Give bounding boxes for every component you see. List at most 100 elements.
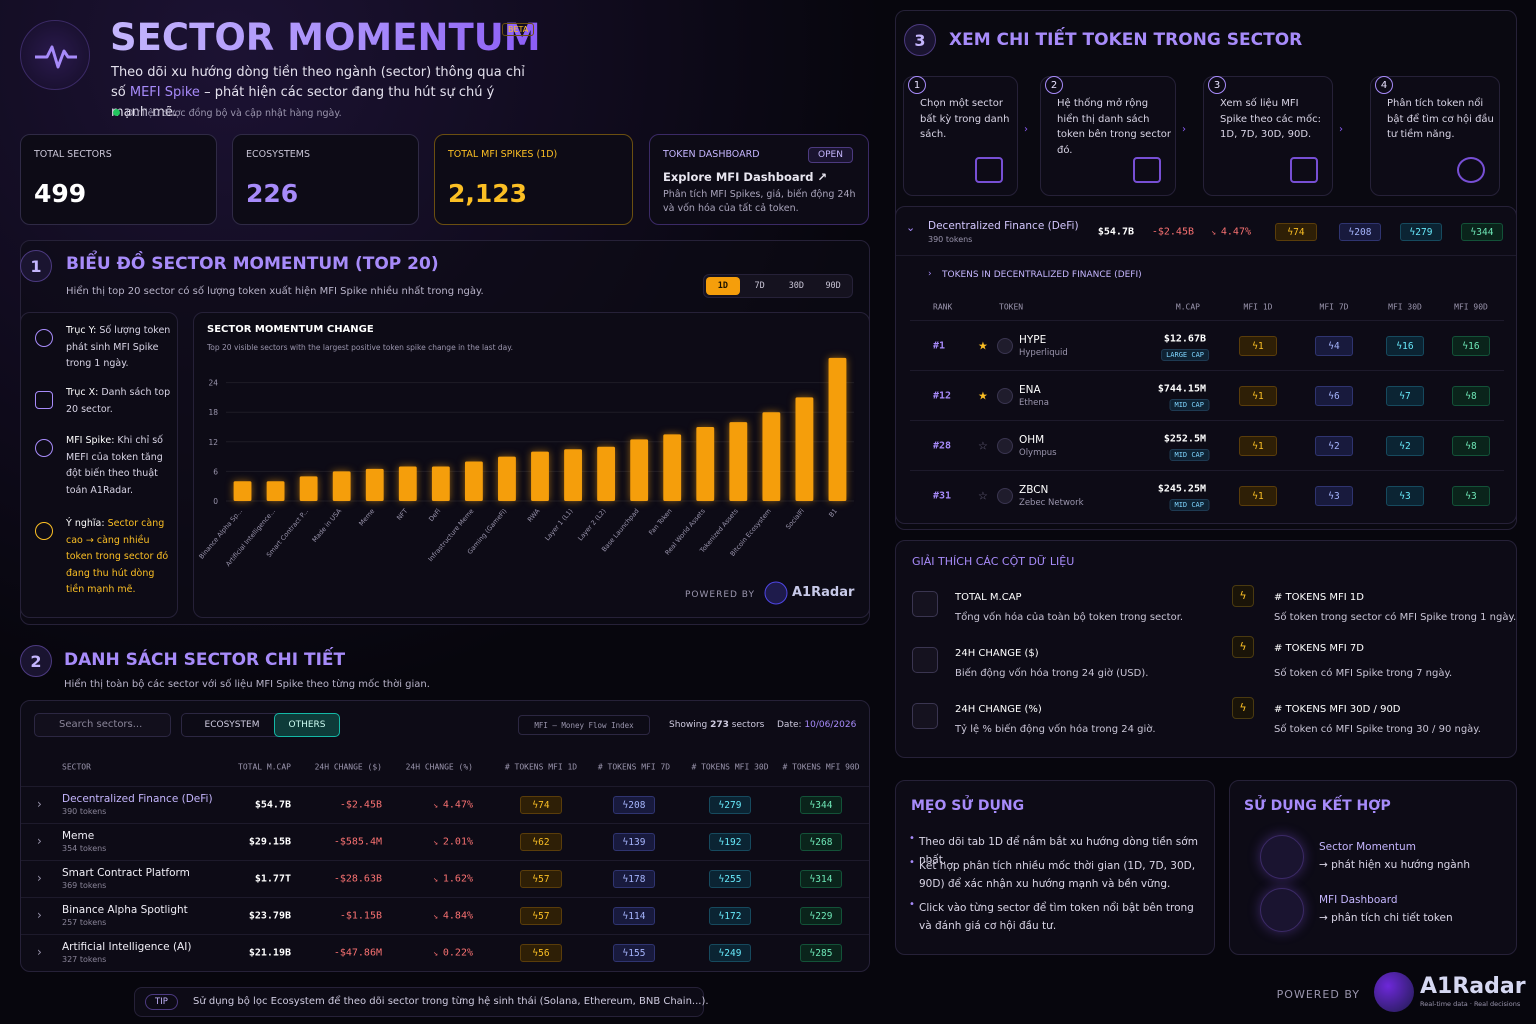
sector-pct: 1.62% xyxy=(433,874,473,885)
mfi-badge: 344 xyxy=(800,796,842,814)
filter-others[interactable]: OTHERS xyxy=(274,713,340,737)
explain-title: 24H CHANGE ($) xyxy=(955,648,1039,659)
combine-title: SỬ DỤNG KẾT HỢP xyxy=(1244,798,1391,814)
column-header: MFI 1D xyxy=(1243,302,1273,312)
beta-badge: BETA xyxy=(502,23,535,36)
token-rank: #12 xyxy=(933,390,952,402)
x-tick-label: Made in USA xyxy=(311,507,344,544)
sector-row[interactable]: › Meme 354 tokens $29.15B -$585.4M 2.01% 62 139… xyxy=(21,823,869,860)
legend-label: MFI Spike: xyxy=(66,435,115,446)
tip-item: Click vào từng sector để tìm token nổi b… xyxy=(919,902,1194,932)
legend-icon xyxy=(35,329,53,347)
filter-ecosystem[interactable]: ECOSYSTEM xyxy=(181,713,283,737)
mfi-badge: 7 xyxy=(1386,386,1424,406)
chevron: › xyxy=(37,945,42,959)
star: ☆ xyxy=(978,439,988,453)
legend-text: Danh sách top 20 sector. xyxy=(66,387,171,415)
sector-pct: 4.84% xyxy=(433,911,473,922)
token-row[interactable]: #1 ★ HYPE Hyperliquid $12.67B LARGE CAP 1 4 16 16 xyxy=(910,320,1504,370)
mfi-badge: 2 xyxy=(1315,436,1353,456)
sector-tokens: 257 tokens xyxy=(62,918,107,927)
step-icon xyxy=(975,157,1003,183)
step-arrow: › xyxy=(1339,124,1343,135)
token-row[interactable]: #31 ☆ ZBCN Zebec Network $245.25M MID CAP 1 3 3 3 xyxy=(910,470,1504,520)
combine-icon xyxy=(1260,835,1304,879)
sector-row[interactable]: › Artificial Intelligence (AI) 327 tokens $… xyxy=(21,934,869,971)
y-tick-label: 0 xyxy=(213,497,218,506)
footer-tagline: Real-time data · Real decisions xyxy=(1420,1000,1521,1008)
section-title: BIỂU ĐỒ SECTOR MOMENTUM (TOP 20) xyxy=(66,254,439,274)
sector-row[interactable]: › Binance Alpha Spotlight 257 tokens $23.79… xyxy=(21,897,869,934)
time-tab[interactable]: 1D xyxy=(706,277,740,295)
explain-desc: Số token có MFI Spike trong 7 ngày. xyxy=(1274,668,1453,679)
bullet: • xyxy=(909,833,915,844)
mfi-badge: 268 xyxy=(800,833,842,851)
token-mcap: $245.25M xyxy=(1157,483,1206,495)
sector-row[interactable]: › Smart Contract Platform 369 tokens $1.77T… xyxy=(21,860,869,897)
bar xyxy=(531,451,549,501)
column-header: MFI 90D xyxy=(1454,302,1488,312)
x-tick-label: Layer 2 (L2) xyxy=(576,507,607,542)
chart: SECTOR MOMENTUM CHANGE Top 20 visible se… xyxy=(197,324,855,605)
legend-item: MFI Spike: Khi chỉ số MEFI của token tăn… xyxy=(66,433,172,499)
mfi-badge: 114 xyxy=(613,907,655,925)
footer-logo xyxy=(1374,972,1414,1012)
sector-tokens: 354 tokens xyxy=(62,844,107,853)
section-number: 1 xyxy=(20,250,52,282)
step-text: Chọn một sector bất kỳ trong danh sách. xyxy=(920,98,1010,140)
step-card: 3 Xem số liệu MFI Spike theo các mốc: 1D,… xyxy=(1203,76,1333,196)
explain-title: 24H CHANGE (%) xyxy=(955,704,1042,715)
token-row[interactable]: #12 ★ ENA Ethena $744.15M MID CAP 1 6 7 8 xyxy=(910,370,1504,420)
token-row[interactable]: #28 ☆ OHM Olympus $252.5M MID CAP 1 2 2 8 xyxy=(910,420,1504,470)
time-tab[interactable]: 90D xyxy=(825,281,841,291)
combine: SỬ DỤNG KẾT HỢP Sector Momentum → phát hi… xyxy=(1229,780,1517,955)
column-header: # TOKENS MFI 90D xyxy=(782,762,860,772)
search-box[interactable]: Search sectors... xyxy=(34,713,171,737)
status-dot xyxy=(113,109,120,116)
column-header: M.CAP xyxy=(1175,302,1200,312)
mfi-badge: 139 xyxy=(613,833,655,851)
legend-icon xyxy=(35,439,53,457)
sync-note: Dữ liệu được đồng bộ và cập nhật hàng ng… xyxy=(113,108,342,119)
step-text: Phân tích token nổi bật để tìm cơ hội đầ… xyxy=(1387,98,1494,140)
column-header: 24H CHANGE (%) xyxy=(405,762,473,772)
open-button[interactable]: OPEN xyxy=(808,147,853,163)
mfi-badge: 74 xyxy=(1275,223,1317,241)
step-icon xyxy=(1133,157,1161,183)
step-text: Hệ thống mở rộng hiển thị danh sách toke… xyxy=(1057,98,1171,156)
sector-row[interactable]: › Decentralized Finance (DeFi) 390 tokens $… xyxy=(21,786,869,823)
dashboard-card[interactable]: TOKEN DASHBOARD OPEN Explore MFI Dashboa… xyxy=(649,134,869,225)
showing-unit: sectors xyxy=(731,720,765,730)
bar xyxy=(299,476,318,501)
sub-arrow: › xyxy=(928,269,932,279)
mfi-badge: 8 xyxy=(1452,386,1490,406)
mfi-badge: 4 xyxy=(1315,336,1353,356)
step-number: 2 xyxy=(1045,76,1063,94)
showing-count: 273 xyxy=(710,720,729,730)
explain-icon: ϟ xyxy=(1232,697,1254,719)
star: ★ xyxy=(978,339,988,353)
token-symbol: OHM xyxy=(1019,434,1045,446)
sector-mcap: $54.7B xyxy=(254,799,291,811)
mfi-badge: 208 xyxy=(1339,223,1381,241)
brand-logo xyxy=(764,581,788,605)
mfi-badge: 8 xyxy=(1452,436,1490,456)
y-tick-label: 18 xyxy=(208,408,218,417)
step-card: 1 Chọn một sector bất kỳ trong danh sách. xyxy=(903,76,1018,196)
time-tab[interactable]: 30D xyxy=(788,281,805,291)
chart-subtitle: Top 20 visible sectors with the largest … xyxy=(206,343,513,352)
mfi-badge: 344 xyxy=(1461,223,1503,241)
explain-icon: ϟ xyxy=(1232,636,1254,658)
section-number: 2 xyxy=(20,645,52,677)
y-tick-label: 6 xyxy=(213,467,218,476)
legend-label: Ý nghĩa: xyxy=(66,518,105,529)
footer-brand: A1Radar xyxy=(1420,974,1526,999)
mfi-badge: 6 xyxy=(1315,386,1353,406)
tip-item: Kết hợp phân tích nhiều mốc thời gian (1… xyxy=(919,860,1196,890)
subtitle-link[interactable]: MEFI Spike xyxy=(129,85,200,100)
mfi-badge: 192 xyxy=(709,833,751,851)
time-tab[interactable]: 7D xyxy=(754,281,765,291)
section-desc: Hiển thị toàn bộ các sector với số liệu … xyxy=(64,679,430,690)
token-rank: #1 xyxy=(933,340,946,352)
